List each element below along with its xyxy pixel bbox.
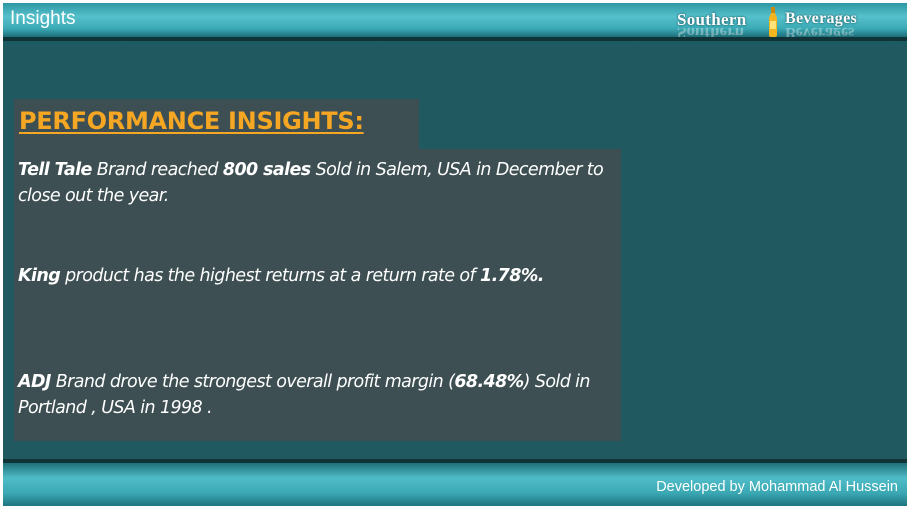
logo-word-southern: Southern	[677, 10, 747, 29]
header-shadow	[3, 41, 907, 47]
insight-strong: Tell Tale	[18, 160, 92, 180]
insight-text: Brand reached	[91, 160, 223, 180]
bottle-icon	[769, 7, 777, 37]
logo-reflection-southern: Southern	[677, 28, 744, 37]
insight-strong: 800 sales	[222, 160, 311, 180]
footer-divider	[3, 459, 907, 463]
insight-text: product has the highest returns at a ret…	[60, 266, 481, 286]
insight-tell-tale: Tell Tale Brand reached 800 sales Sold i…	[18, 157, 618, 209]
header-divider	[3, 37, 907, 41]
logo-word-beverages: Beverages	[785, 10, 858, 27]
insight-strong: 68.48%	[454, 372, 524, 392]
logo-reflection-beverages: Beverages	[785, 28, 855, 37]
insights-body-panel: Tell Tale Brand reached 800 sales Sold i…	[14, 149, 621, 441]
insight-strong: 1.78%.	[480, 266, 544, 286]
insight-strong: King	[18, 266, 61, 286]
footer-band: Developed by Mohammad Al Hussein	[3, 463, 907, 506]
insight-text: Sold in Salem, USA in December to close …	[18, 160, 604, 206]
developer-credit: Developed by Mohammad Al Hussein	[656, 479, 898, 495]
insight-king: King product has the highest returns at …	[18, 263, 618, 289]
page-title: Insights	[10, 8, 76, 29]
insights-heading-panel: PERFORMANCE INSIGHTS:	[14, 99, 419, 149]
insights-page: Insights Southern Beverages Southern Bev…	[3, 3, 907, 506]
header-band: Insights Southern Beverages Southern Bev…	[3, 3, 907, 37]
insight-text: ) Sold in Portland , USA in 1998 .	[18, 372, 591, 418]
insights-heading: PERFORMANCE INSIGHTS:	[19, 107, 364, 135]
southern-beverages-logo: Southern Beverages Southern Beverages	[675, 7, 875, 39]
insight-text: Brand drove the strongest overall profit…	[50, 372, 455, 392]
insight-strong: ADJ	[18, 372, 51, 392]
insight-adj: ADJ Brand drove the strongest overall pr…	[18, 369, 618, 421]
